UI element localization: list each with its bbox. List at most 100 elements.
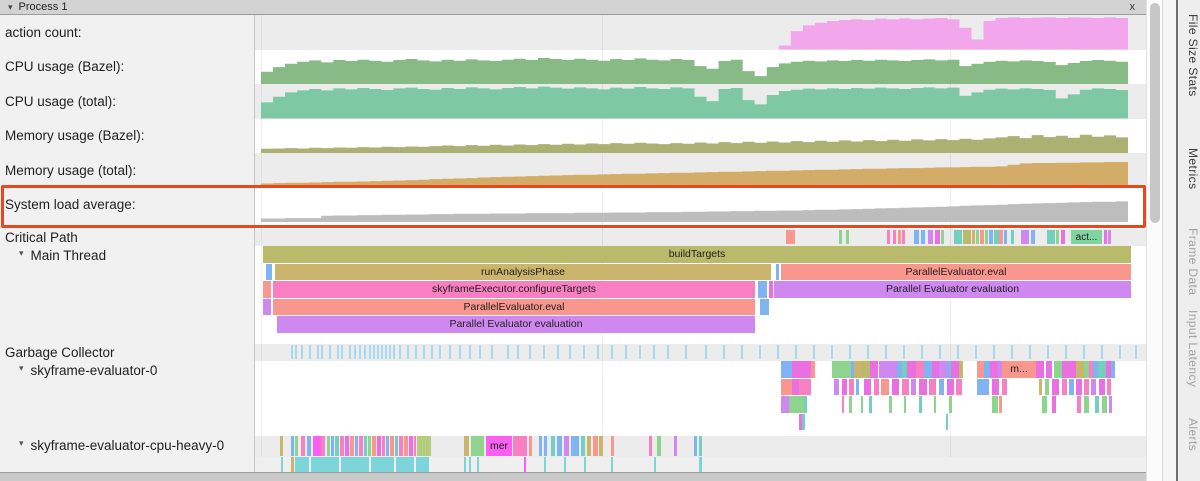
trace-slice[interactable] [781,361,792,378]
trace-slice[interactable] [870,361,878,378]
trace-slice[interactable] [781,396,789,413]
trace-slice[interactable] [954,230,962,244]
trace-slice[interactable] [513,436,527,456]
trace-slice[interactable] [799,378,811,395]
trace-slice[interactable] [980,230,984,244]
trace-slice[interactable] [409,436,413,456]
main-thread-track[interactable]: buildTargets runAnalysisPhase ParallelEva… [255,246,1146,334]
trace-slice[interactable] [611,436,614,456]
trace-slice[interactable] [992,378,999,395]
trace-slice[interactable] [469,456,471,472]
trace-slice[interactable] [949,396,952,413]
trace-slice[interactable] [789,396,804,413]
trace-slice[interactable] [321,436,325,456]
trace-slice[interactable] [350,436,354,456]
trace-slice[interactable] [584,456,586,472]
trace-slice[interactable] [544,436,547,456]
trace-slice[interactable] [341,456,369,472]
trace-slice[interactable] [654,456,656,472]
trace-slice[interactable] [832,361,851,378]
trace-slice[interactable] [947,361,951,378]
trace-slice[interactable] [919,396,922,413]
trace-slice[interactable] [371,456,394,472]
trace-slice[interactable] [557,436,562,456]
trace-slice[interactable] [266,263,272,280]
trace-slice[interactable] [902,361,907,378]
trace-slice[interactable]: ParallelEvaluator.eval [781,263,1131,280]
skyframe-evaluator-0-collapse-icon[interactable]: ▾ [19,363,24,373]
trace-slice[interactable] [947,378,954,395]
trace-slice[interactable] [1054,361,1062,378]
tab-frame-data[interactable]: Frame Data [1186,228,1200,296]
trace-slice[interactable] [564,456,566,472]
trace-slice[interactable] [335,436,339,456]
trace-slice[interactable] [976,230,979,244]
trace-slice[interactable] [1111,361,1115,378]
trace-slice[interactable] [864,378,871,395]
trace-slice[interactable] [939,361,947,378]
vertical-scrollbar[interactable] [1146,0,1162,481]
trace-slice[interactable] [934,396,936,413]
trace-slice[interactable] [372,436,376,456]
trace-slice[interactable] [911,378,916,395]
trace-slice[interactable] [471,436,484,456]
trace-slice[interactable] [1084,361,1089,378]
trace-slice[interactable] [862,361,870,378]
trace-slice[interactable] [892,378,899,395]
trace-slice[interactable] [464,436,469,456]
trace-slice[interactable] [390,436,394,456]
trace-slice[interactable] [1062,361,1076,378]
trace-slice[interactable] [327,436,330,456]
trace-slice[interactable] [1061,230,1065,244]
trace-slice[interactable] [1062,378,1067,395]
tab-metrics[interactable]: Metrics [1186,148,1200,190]
trace-slice[interactable] [1021,230,1029,244]
skyframe-evaluator-0-track[interactable]: m... [255,361,1146,431]
trace-slice[interactable] [1045,378,1049,395]
trace-slice[interactable] [1002,378,1007,395]
trace-slice[interactable] [674,436,677,456]
trace-slice[interactable] [1056,230,1059,244]
trace-slice[interactable] [544,456,546,472]
trace-slice[interactable] [992,396,998,413]
trace-slice[interactable] [792,361,811,378]
trace-slice[interactable] [929,378,936,395]
trace-slice[interactable] [1091,378,1096,395]
process-header[interactable]: ▾ Process 1 x [0,0,1146,15]
trace-slice[interactable] [281,456,283,472]
trace-slice[interactable] [902,378,909,395]
memory-total-track[interactable] [255,153,1146,188]
trace-slice[interactable] [1102,396,1107,413]
trace-slice[interactable] [959,361,963,378]
trace-slice[interactable] [916,361,924,378]
trace-slice[interactable] [1104,230,1107,244]
trace-slice[interactable] [581,436,585,456]
trace-slice[interactable] [377,436,381,456]
trace-slice[interactable] [1069,378,1074,395]
trace-slice[interactable] [404,436,408,456]
tab-input-latency[interactable]: Input Latency [1186,310,1200,388]
trace-slice[interactable] [1076,361,1084,378]
trace-slice[interactable]: Parallel Evaluator evaluation [774,281,1131,298]
trace-slice[interactable] [939,378,944,395]
trace-slice[interactable] [331,436,334,456]
trace-slice[interactable] [776,263,779,280]
trace-slice[interactable] [792,378,799,395]
trace-slice[interactable] [529,436,532,456]
trace-slice[interactable] [307,436,311,456]
trace-slice[interactable] [842,378,847,395]
trace-slice[interactable] [851,361,854,378]
trace-slice[interactable] [1098,361,1106,378]
trace-slice[interactable] [989,230,993,244]
trace-slice[interactable] [1046,361,1052,378]
trace-slice[interactable]: buildTargets [263,246,1131,263]
trace-slice[interactable] [846,230,849,244]
trace-slice[interactable] [1076,378,1082,395]
trace-slice[interactable] [881,378,889,395]
trace-slice[interactable] [994,230,999,244]
trace-slice[interactable] [311,456,339,472]
trace-slice[interactable] [340,436,344,456]
trace-slice[interactable] [856,378,859,395]
trace-slice[interactable] [839,230,842,244]
trace-slice[interactable] [919,378,927,395]
